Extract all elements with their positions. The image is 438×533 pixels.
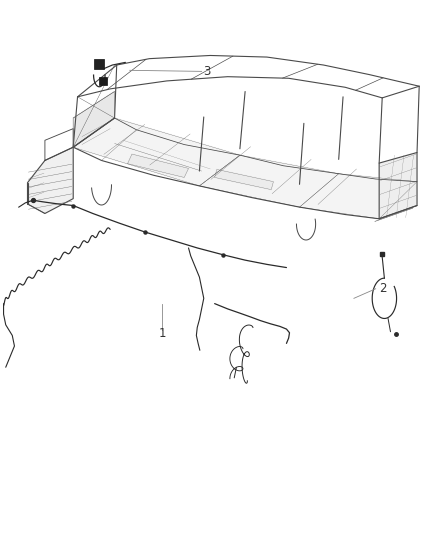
Polygon shape (199, 155, 339, 207)
Polygon shape (28, 147, 73, 214)
Bar (99, 77, 107, 85)
Bar (94, 59, 104, 69)
Text: 2: 2 (379, 282, 387, 295)
Polygon shape (215, 169, 273, 190)
Polygon shape (379, 152, 417, 219)
Text: 1: 1 (159, 327, 166, 341)
Text: 3: 3 (203, 65, 211, 78)
Polygon shape (127, 154, 188, 177)
Polygon shape (73, 118, 240, 186)
Polygon shape (300, 174, 417, 219)
Polygon shape (73, 92, 115, 147)
